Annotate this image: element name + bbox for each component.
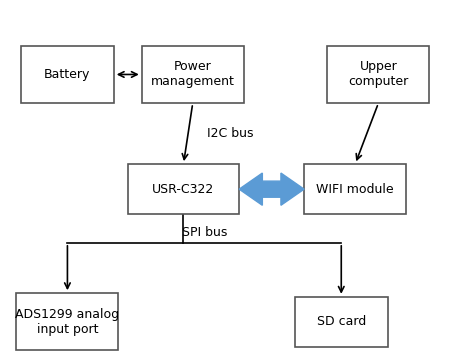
Text: SPI bus: SPI bus [182, 226, 227, 239]
Text: WIFI module: WIFI module [316, 183, 394, 196]
FancyBboxPatch shape [17, 293, 118, 351]
Text: USR-C322: USR-C322 [152, 183, 215, 196]
FancyBboxPatch shape [295, 297, 388, 347]
FancyBboxPatch shape [142, 46, 244, 103]
Text: Upper
computer: Upper computer [348, 60, 409, 88]
Text: Power
management: Power management [151, 60, 235, 88]
FancyBboxPatch shape [328, 46, 429, 103]
FancyBboxPatch shape [128, 164, 239, 214]
Polygon shape [239, 173, 304, 205]
Text: ADS1299 analog
input port: ADS1299 analog input port [15, 308, 119, 336]
FancyBboxPatch shape [304, 164, 406, 214]
FancyBboxPatch shape [21, 46, 114, 103]
Text: SD card: SD card [317, 315, 366, 328]
Text: I2C bus: I2C bus [207, 127, 253, 140]
Text: Battery: Battery [44, 68, 91, 81]
